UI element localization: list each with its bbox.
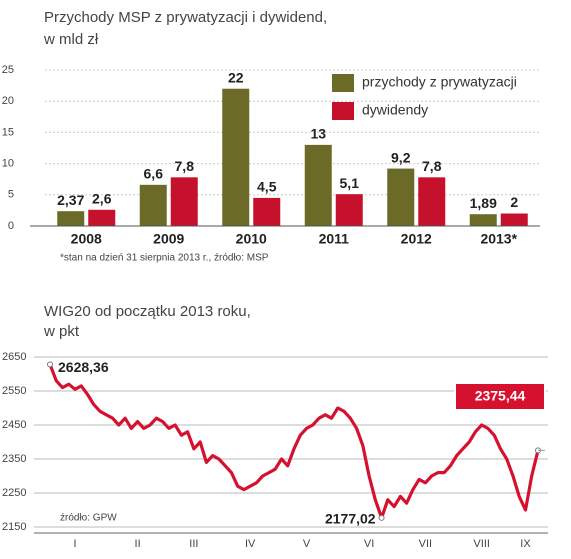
line xyxy=(48,363,540,520)
bar xyxy=(88,209,116,226)
x-tick-label: 2013* xyxy=(480,231,517,247)
bar xyxy=(500,213,528,226)
x-tick-label: II xyxy=(135,538,141,550)
y-tick-label: 15 xyxy=(2,126,14,138)
x-tick-label: III xyxy=(189,538,198,550)
value-label: 4,5 xyxy=(257,179,277,195)
legend-swatch xyxy=(332,74,354,92)
annotation: 2177,02 xyxy=(325,511,376,527)
x-tick-label: VII xyxy=(419,538,432,550)
chart-subtitle: w pkt xyxy=(43,323,80,340)
annotation: 2375,44 xyxy=(475,388,526,404)
value-label: 5,1 xyxy=(340,175,360,191)
y-tick-label: 2350 xyxy=(2,453,26,465)
y-tick-label: 2450 xyxy=(2,419,26,431)
x-tick-label: 2012 xyxy=(401,231,432,247)
y-tick-label: 25 xyxy=(2,64,14,76)
y-tick-label: 20 xyxy=(2,95,14,107)
y-tick-label: 2550 xyxy=(2,385,26,397)
value-label: 6,6 xyxy=(144,166,164,182)
y-tick-label: 5 xyxy=(8,189,14,201)
value-label: 7,8 xyxy=(422,158,442,174)
bar xyxy=(387,168,415,226)
bar xyxy=(170,177,198,226)
x-tick-label: 2011 xyxy=(319,231,350,247)
legend-label: przychody z prywatyzacji xyxy=(362,74,517,90)
bar xyxy=(139,184,167,226)
chart-title: WIG20 od początku 2013 roku, xyxy=(44,303,251,320)
value-label: 2 xyxy=(510,194,518,210)
x-tick-label: 2009 xyxy=(153,231,184,247)
value-label: 13 xyxy=(310,126,326,142)
x-tick-label: 2008 xyxy=(71,231,102,247)
x-tick-label: 2010 xyxy=(236,231,267,247)
y-tick-label: 0 xyxy=(8,220,14,232)
note: *stan na dzień 31 sierpnia 2013 r., źród… xyxy=(60,253,269,264)
bar xyxy=(304,144,332,226)
y-tick-label: 2250 xyxy=(2,487,26,499)
bar xyxy=(469,214,497,226)
value-label: 2,6 xyxy=(92,190,112,206)
value-label: 9,2 xyxy=(391,149,411,165)
value-label: 22 xyxy=(228,69,244,85)
x-tick-label: V xyxy=(303,538,311,550)
x-tick-label: VI xyxy=(364,538,374,550)
y-tick-label: 2150 xyxy=(2,521,26,533)
value-label: 7,8 xyxy=(175,158,195,174)
source: źródło: GPW xyxy=(60,513,117,524)
chart-subtitle: w mld zł xyxy=(43,31,99,48)
bar xyxy=(222,88,250,226)
x-tick-label: IX xyxy=(520,538,531,550)
bar xyxy=(57,211,85,226)
x-tick-label: I xyxy=(73,538,76,550)
bar xyxy=(418,177,446,226)
y-tick-label: 2650 xyxy=(2,351,26,363)
value-label: 2,37 xyxy=(57,192,84,208)
bar xyxy=(253,197,281,226)
annotation-box xyxy=(454,382,546,411)
bar xyxy=(335,194,363,226)
annotation: 2628,36 xyxy=(58,359,109,375)
point-marker xyxy=(47,361,53,368)
legend-swatch xyxy=(332,102,354,120)
x-tick-label: IV xyxy=(245,538,256,550)
x-tick-label: VIII xyxy=(473,538,490,550)
point-marker xyxy=(378,514,385,521)
value-label: 1,89 xyxy=(470,195,497,211)
y-tick-label: 10 xyxy=(2,158,14,170)
legend-label: dywidendy xyxy=(362,102,428,118)
chart-title: Przychody MSP z prywatyzacji i dywidend, xyxy=(44,9,327,26)
